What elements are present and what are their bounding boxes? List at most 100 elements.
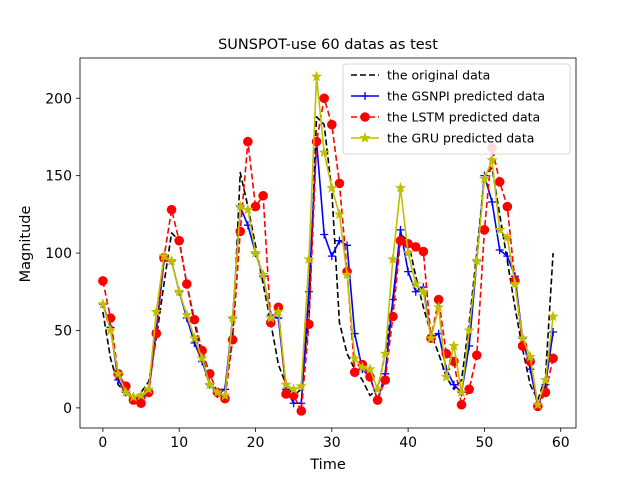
data-point — [326, 182, 338, 193]
data-point — [341, 268, 353, 280]
data-point — [234, 200, 246, 212]
x-tick-label: 20 — [247, 435, 265, 451]
data-point — [182, 279, 192, 289]
y-tick-label: 200 — [45, 91, 72, 107]
x-tick-label: 10 — [170, 435, 188, 451]
data-point — [150, 306, 162, 317]
data-point — [478, 172, 491, 184]
data-point — [509, 278, 521, 289]
legend-label: the GSNPI predicted data — [387, 89, 545, 104]
y-tick-label: 50 — [54, 323, 72, 339]
data-point — [235, 226, 246, 237]
data-point — [296, 406, 307, 416]
x-tick-label: 0 — [98, 435, 107, 451]
data-point — [380, 375, 391, 385]
data-point — [280, 378, 292, 390]
data-point — [486, 154, 498, 165]
data-point — [494, 177, 505, 187]
data-point — [502, 201, 513, 212]
data-point — [464, 384, 474, 395]
plot-frame — [79, 57, 577, 429]
data-point — [456, 399, 467, 410]
data-point — [135, 389, 147, 401]
data-point — [433, 301, 445, 312]
data-point — [143, 383, 155, 395]
data-point — [402, 247, 414, 258]
data-point — [181, 309, 193, 320]
data-point — [173, 285, 185, 297]
data-point — [333, 208, 346, 220]
data-point — [242, 203, 254, 215]
series-4 — [97, 70, 559, 410]
data-point — [372, 395, 383, 405]
data-point — [250, 201, 261, 212]
legend-item: the GSNPI predicted data — [351, 89, 545, 104]
data-point — [188, 332, 201, 343]
chart-title: SUNSPOT-use 60 datas as test — [218, 37, 438, 53]
data-point — [532, 398, 544, 410]
data-point — [127, 391, 139, 402]
legend-item: the original data — [351, 68, 490, 83]
data-point — [471, 254, 483, 266]
data-point — [204, 378, 216, 390]
data-point — [289, 399, 298, 408]
data-point — [372, 383, 384, 395]
data-point — [249, 247, 262, 258]
data-point — [379, 347, 391, 359]
data-point — [410, 242, 421, 252]
x-tick-label: 50 — [476, 435, 494, 451]
legend: the original data the GSNPI predicted dat… — [342, 63, 571, 155]
data-point — [227, 312, 239, 323]
data-point — [449, 380, 458, 389]
data-point — [258, 190, 268, 201]
data-point — [488, 197, 497, 206]
data-point — [243, 136, 253, 147]
legend-label: the LSTM predicted data — [387, 110, 540, 125]
data-point — [404, 267, 413, 276]
legend-marker — [360, 112, 370, 122]
data-point — [425, 332, 437, 343]
y-tick-label: 150 — [45, 169, 72, 185]
data-point — [319, 93, 329, 104]
data-point — [524, 350, 536, 362]
data-point — [219, 389, 231, 401]
data-point — [417, 285, 429, 297]
data-point — [196, 352, 208, 364]
data-point — [501, 231, 513, 243]
x-axis-label: Time — [309, 457, 346, 473]
data-point — [320, 230, 329, 239]
data-point — [547, 310, 559, 322]
data-point — [158, 250, 170, 261]
data-point — [327, 252, 336, 261]
data-point — [479, 225, 490, 235]
data-point — [356, 361, 368, 373]
data-point — [97, 298, 109, 309]
data-point — [310, 70, 323, 82]
data-point — [349, 352, 361, 364]
data-point — [288, 390, 299, 401]
data-point — [455, 386, 468, 398]
x-tick-label: 60 — [552, 435, 570, 451]
series-line — [102, 75, 554, 406]
data-point — [539, 374, 552, 385]
data-point — [120, 386, 132, 398]
data-point — [548, 353, 558, 364]
y-tick-label: 100 — [45, 246, 72, 262]
data-point — [295, 380, 307, 391]
x-tick-label: 40 — [399, 435, 417, 451]
data-point — [112, 367, 124, 379]
data-point — [387, 253, 399, 264]
data-point — [174, 235, 184, 246]
legend-item: the GRU predicted data — [351, 131, 534, 146]
data-point — [211, 386, 223, 398]
data-point — [517, 332, 529, 343]
y-tick-label: 0 — [63, 401, 72, 417]
y-axis-label: Magnitude — [18, 206, 34, 283]
data-point — [189, 314, 200, 325]
legend-box — [342, 63, 571, 155]
data-point — [549, 328, 558, 337]
legend-label: the original data — [387, 68, 490, 83]
data-point — [327, 119, 337, 130]
data-point — [98, 276, 108, 286]
data-point — [411, 287, 420, 296]
